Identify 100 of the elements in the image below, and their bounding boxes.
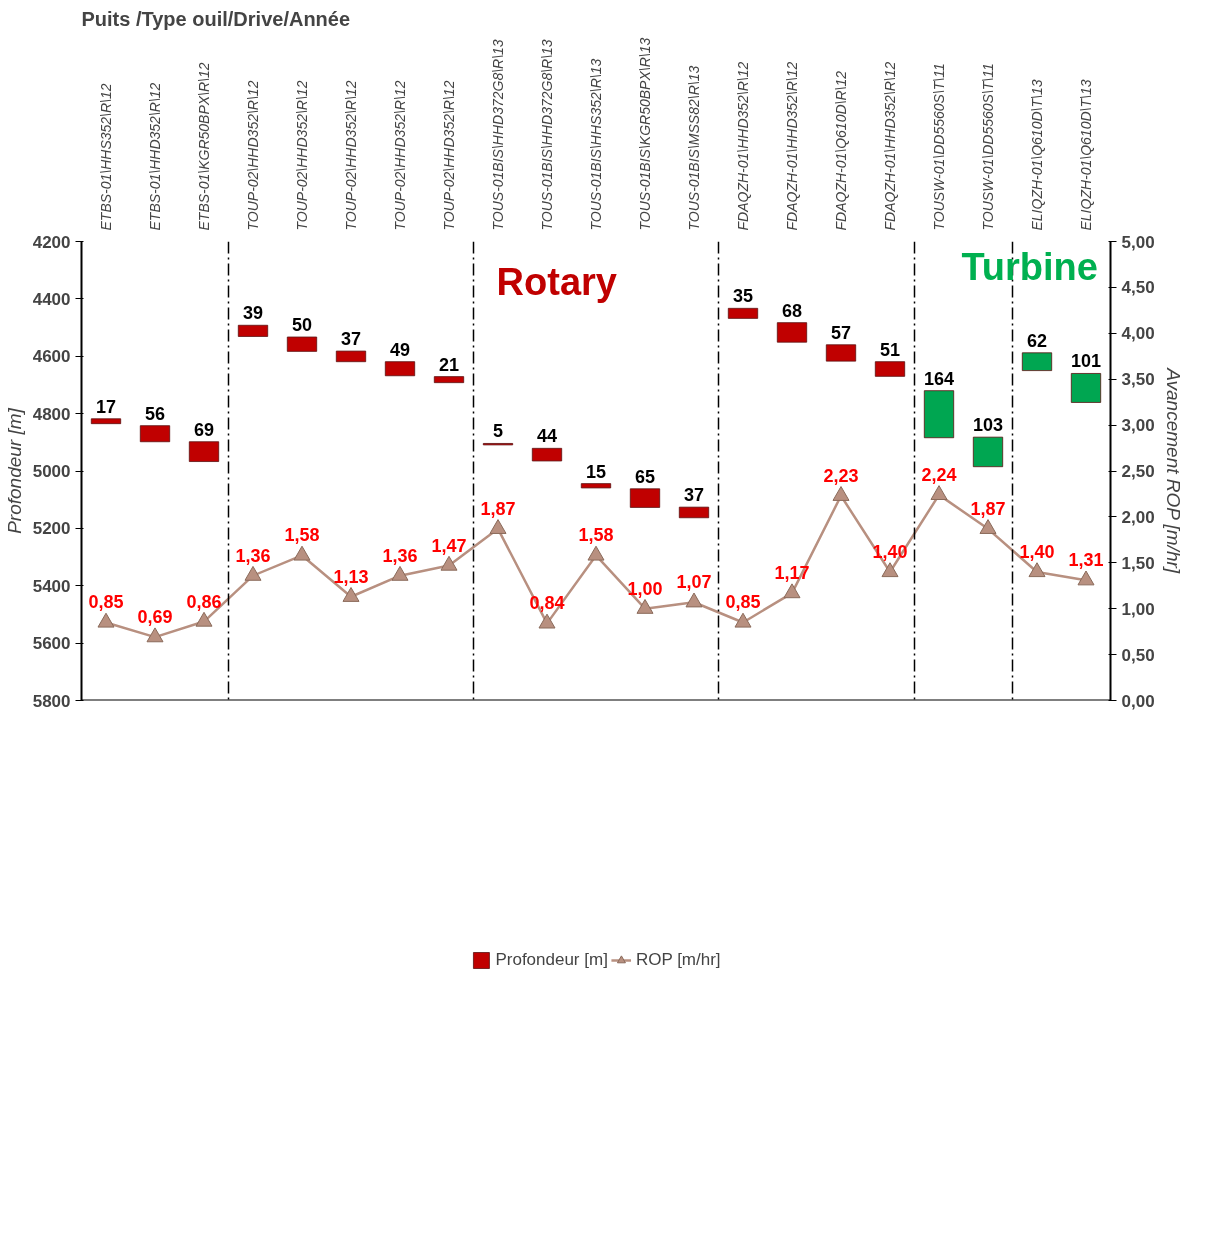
annotation: Rotary <box>496 260 617 303</box>
point <box>783 583 801 599</box>
x-tick-label: ELIQZH-01\Q610D\T\13 <box>1078 79 1094 231</box>
bar <box>874 361 906 377</box>
y-tick-label: 5000 <box>32 462 71 481</box>
point <box>636 598 654 614</box>
point <box>1028 562 1046 578</box>
bar <box>433 376 465 384</box>
y-tick-label: 4400 <box>32 289 71 309</box>
x-tick-label: TOUSW-01\DD5560S\T\11 <box>931 63 947 231</box>
data-label: 1,58 <box>578 525 614 546</box>
bar <box>580 483 612 489</box>
y2-tick-label: 4,50 <box>1121 278 1155 298</box>
point <box>832 486 850 501</box>
data-label: 35 <box>732 286 754 307</box>
data-label: 50 <box>291 315 313 336</box>
data-label: 51 <box>879 339 901 360</box>
bar <box>139 425 171 443</box>
bar <box>335 350 367 363</box>
data-label: 1,40 <box>872 541 908 562</box>
legend-label: ROP [m/hr] <box>635 950 721 970</box>
data-label: 0,69 <box>137 607 173 628</box>
y2-tick-label: 5,00 <box>1121 232 1155 252</box>
y-tick-label: 4200 <box>32 232 71 252</box>
y-tick-label: 4800 <box>32 404 71 424</box>
y2-axis-title: Avancement ROP [m/hr] <box>1162 367 1184 574</box>
data-label: 49 <box>389 339 411 360</box>
x-tick-label: TOUS-01BIS\MSS82\R\13 <box>686 65 702 231</box>
point <box>881 562 899 578</box>
y2-tick-label: 1,00 <box>1121 599 1155 619</box>
data-label: 15 <box>585 461 607 482</box>
data-label: 65 <box>634 466 656 487</box>
bar <box>237 324 269 337</box>
bar <box>825 344 857 362</box>
y2-tick-label: 0,50 <box>1121 645 1155 665</box>
point <box>244 565 262 581</box>
bar <box>776 322 808 343</box>
x-tick-label: TOUSW-01\DD5560S\T\11 <box>980 63 996 231</box>
data-label: 39 <box>242 303 264 324</box>
x-tick-label: TOUP-02\HHD352\R\12 <box>245 80 261 231</box>
data-label: 1,36 <box>382 545 418 566</box>
bar <box>286 336 318 352</box>
data-label: 2,24 <box>921 464 957 485</box>
data-label: 1,00 <box>627 578 663 599</box>
x-tick-label: TOUS-01BIS\KGR50BPX\R\13 <box>637 37 653 231</box>
data-label: 69 <box>193 419 215 440</box>
point <box>979 519 997 534</box>
point <box>97 612 115 628</box>
y-tick-label: 5800 <box>32 691 71 711</box>
y2-tick-label: 2,50 <box>1121 462 1155 481</box>
x-tick-label: FDAQZH-01\HHD352\R\12 <box>735 61 751 231</box>
point <box>489 519 507 534</box>
bar <box>1021 352 1053 371</box>
data-label: 1,17 <box>774 563 810 584</box>
y2-tick-label: 0,00 <box>1121 691 1155 711</box>
data-label: 44 <box>536 426 558 447</box>
bar <box>727 307 759 319</box>
data-label: 2,23 <box>823 465 859 486</box>
point <box>685 592 703 608</box>
data-label: 21 <box>438 354 460 375</box>
y-tick-label: 5600 <box>32 634 71 654</box>
bar <box>629 488 661 508</box>
x-tick-label: FDAQZH-01\HHD352\R\12 <box>882 61 898 231</box>
bar <box>1070 373 1102 403</box>
data-label: 1,58 <box>284 525 320 546</box>
data-label: 0,85 <box>725 592 761 613</box>
bar <box>923 390 955 439</box>
bar <box>531 447 563 462</box>
data-label: 37 <box>683 485 705 506</box>
data-label: 1,07 <box>676 572 712 593</box>
point <box>293 545 311 561</box>
point <box>195 611 213 627</box>
data-label: 1,40 <box>1019 541 1055 562</box>
point <box>734 612 752 628</box>
data-label: 68 <box>781 300 803 321</box>
x-tick-label: ETBS-01\HHD352\R\12 <box>147 82 163 231</box>
x-tick-label: TOUP-02\HHD352\R\12 <box>441 80 457 231</box>
x-tick-label: TOUS-01BIS\HHD372G8\R\13 <box>539 39 555 231</box>
chart-title: Puits /Type ouil/Drive/Année <box>81 7 351 30</box>
point <box>587 545 605 561</box>
data-label: 1,87 <box>970 498 1006 519</box>
bar <box>90 418 122 425</box>
bar <box>678 506 710 519</box>
data-label: 62 <box>1026 330 1048 351</box>
x-tick-label: FDAQZH-01\Q610D\R\12 <box>833 70 849 231</box>
data-label: 101 <box>1070 351 1102 372</box>
point <box>930 485 948 500</box>
data-label: 164 <box>923 368 955 389</box>
data-label: 1,36 <box>235 545 271 566</box>
data-label: 0,85 <box>88 592 124 613</box>
x-tick-label: ETBS-01\HHS352\R\12 <box>98 83 114 231</box>
y2-tick-label: 4,00 <box>1121 324 1155 344</box>
data-label: 57 <box>830 322 852 343</box>
data-label: 37 <box>340 329 362 350</box>
y2-tick-label: 1,50 <box>1121 553 1155 573</box>
bar <box>384 361 416 377</box>
y-tick-label: 5400 <box>32 576 71 596</box>
bar <box>188 441 220 462</box>
y2-tick-label: 2,00 <box>1121 507 1155 527</box>
legend-label: Profondeur [m] <box>495 950 608 970</box>
